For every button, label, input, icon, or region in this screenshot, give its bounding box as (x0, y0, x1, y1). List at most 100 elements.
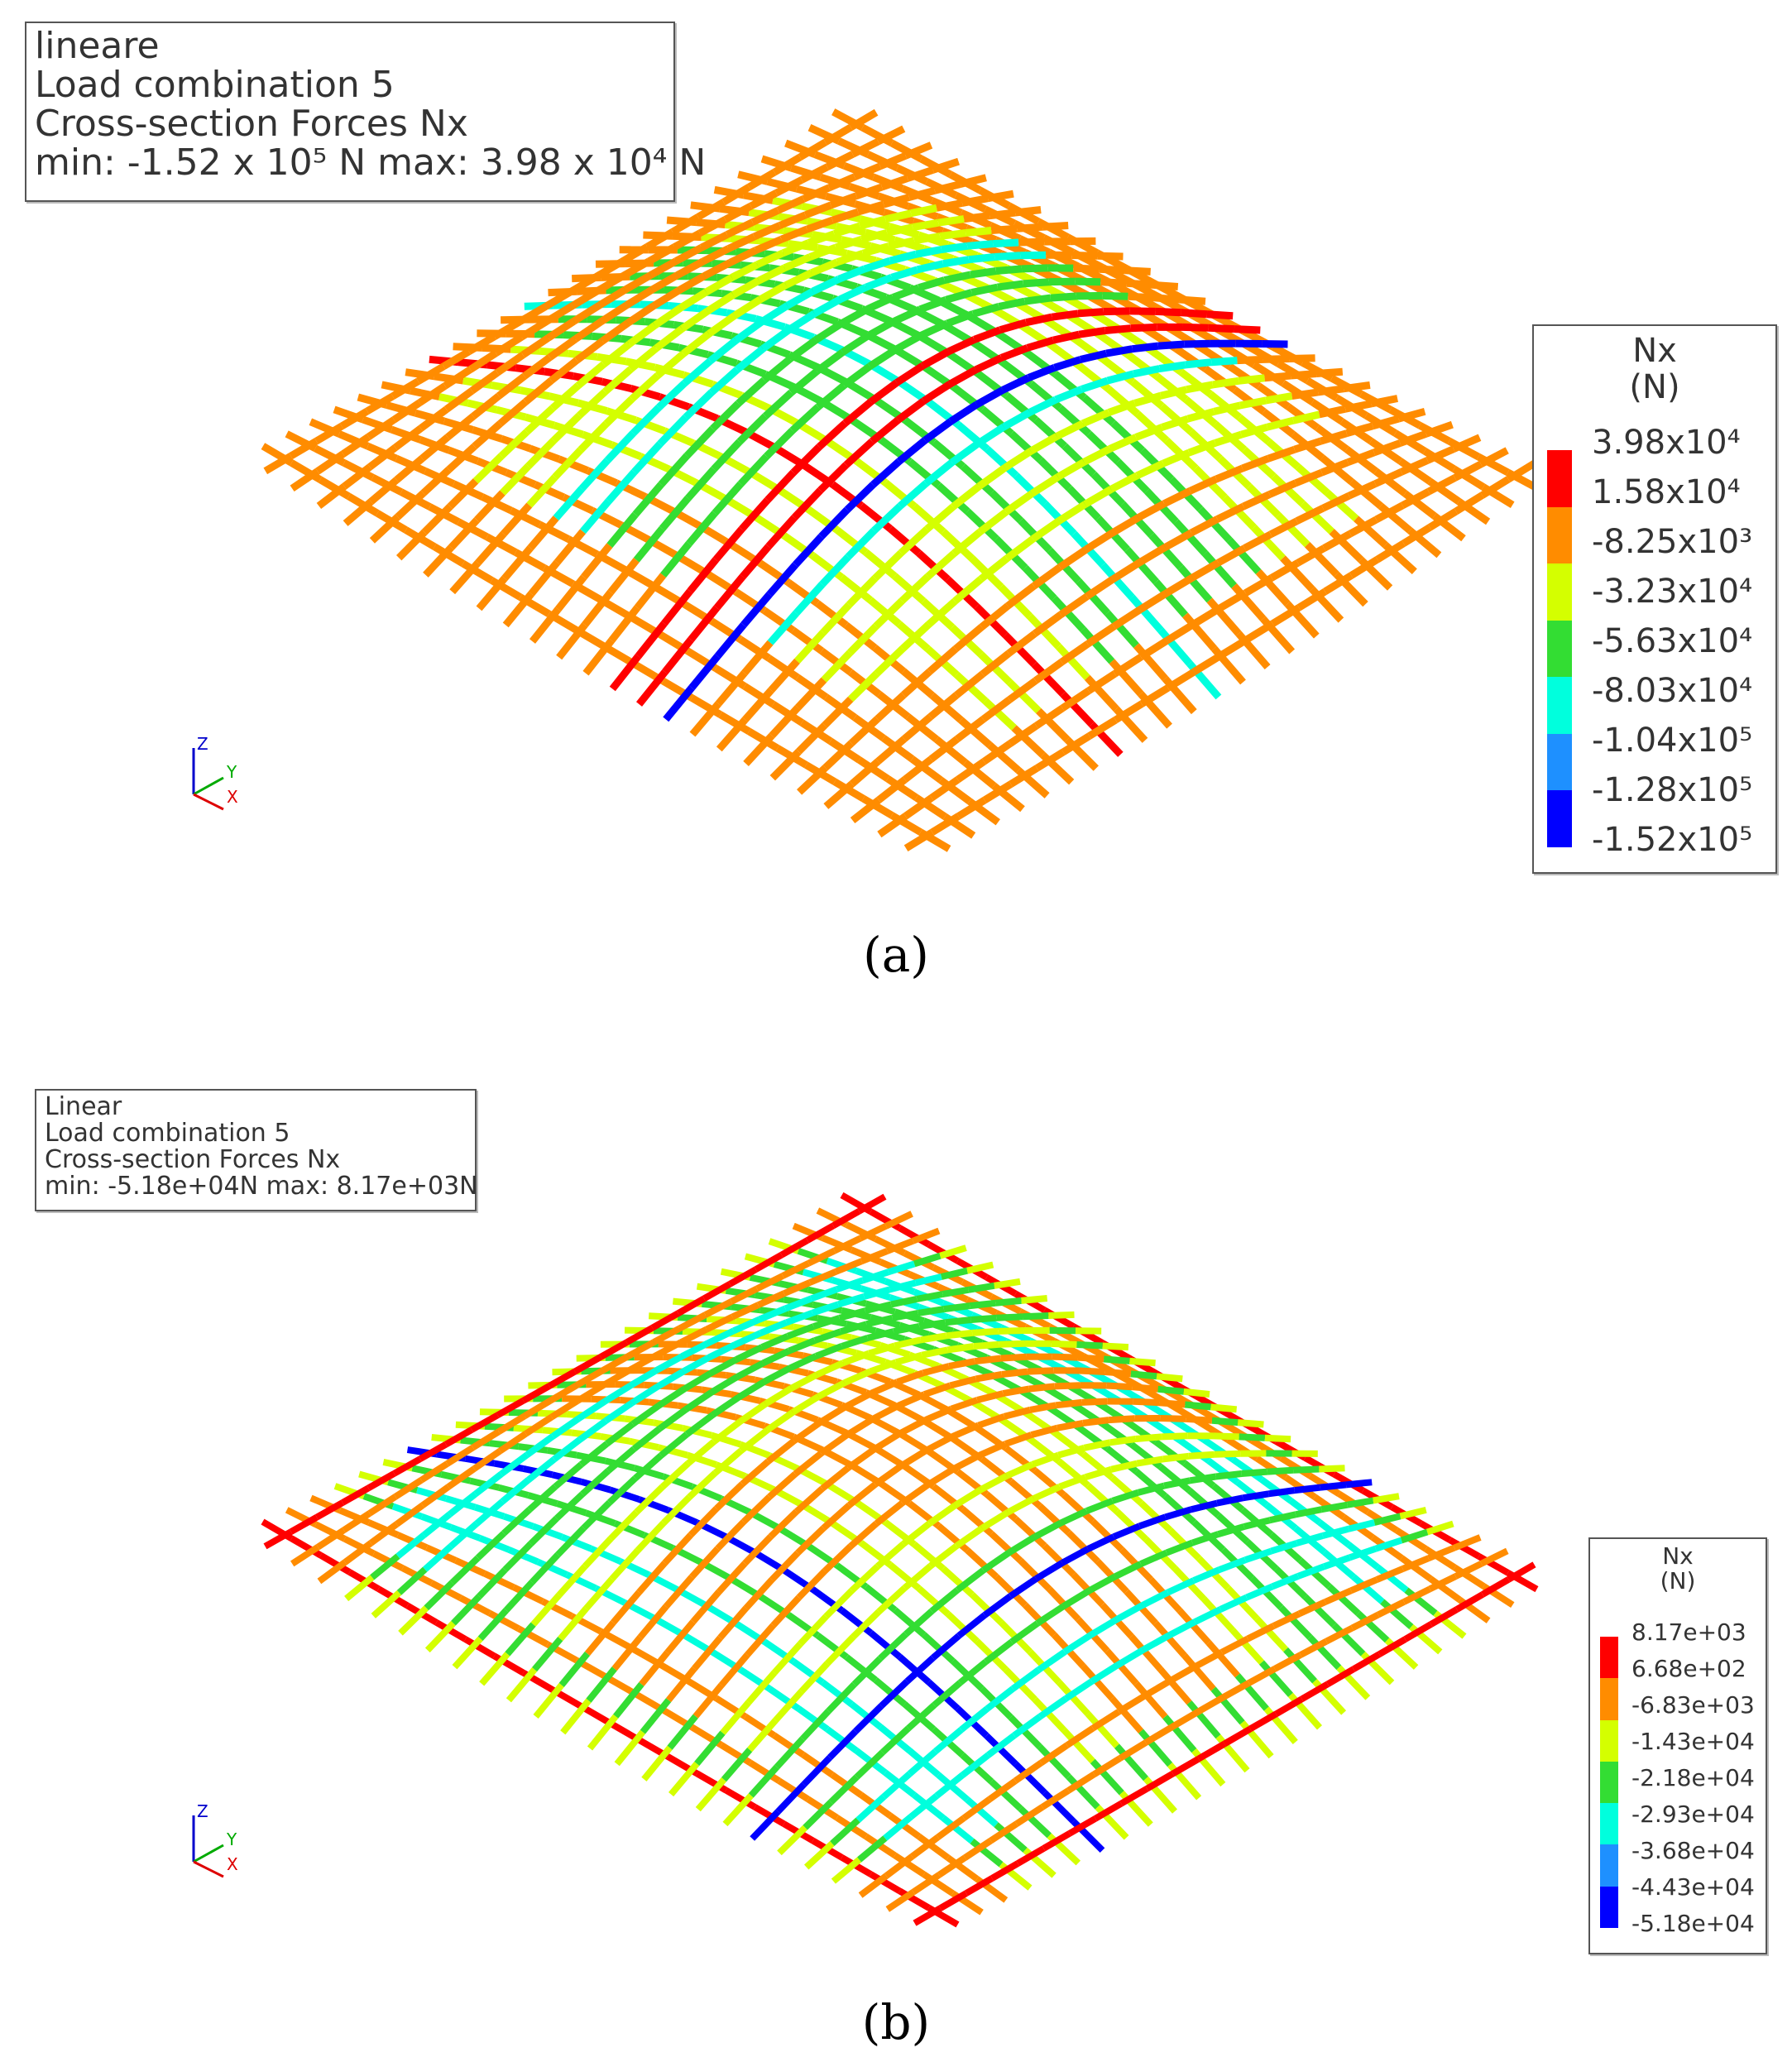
mesh-beam-segment (1323, 572, 1354, 595)
mesh-beam-segment (847, 1481, 878, 1508)
mesh-beam-segment (1349, 1545, 1377, 1561)
mesh-beam-segment (1184, 1401, 1211, 1411)
mesh-beam-segment (733, 1330, 763, 1348)
mesh-beam-segment (1057, 501, 1087, 525)
mesh-beam-segment (1234, 325, 1261, 334)
mesh-beam-segment (1106, 370, 1135, 385)
mesh-beam-segment (1092, 1755, 1122, 1777)
mesh-beam-segment (1076, 291, 1103, 300)
mesh-beam-segment (1100, 278, 1127, 287)
mesh-beam-segment (1136, 500, 1167, 521)
mesh-beam-segment (874, 1235, 907, 1257)
mesh-beam-segment (877, 813, 908, 838)
mesh-beam-segment (917, 1585, 951, 1617)
mesh-beam-segment (923, 459, 955, 487)
mesh-beam-segment (910, 204, 938, 218)
mesh-beam-segment (1354, 516, 1388, 549)
mesh-beam-segment (369, 514, 400, 544)
mesh-beam-segment (791, 627, 824, 655)
mesh-beam-segment (574, 338, 605, 363)
mesh-beam-segment (1267, 479, 1297, 498)
mesh-beam-segment (924, 1406, 953, 1423)
mesh-beam-segment (1129, 307, 1156, 315)
mesh-beam-segment (1295, 1506, 1323, 1518)
x-axis-icon (193, 1860, 224, 1878)
mesh-beam-segment (1349, 556, 1380, 579)
mesh-beam-segment (999, 344, 1029, 362)
mesh-beam-segment (938, 1890, 968, 1911)
legend-b-title: Nx (N) (1590, 1544, 1766, 1594)
mesh-beam-segment (696, 199, 726, 221)
mesh-beam-segment (684, 425, 716, 458)
mesh-beam-segment (922, 381, 952, 405)
mesh-beam-segment (898, 1447, 929, 1470)
mesh-beam-segment (1110, 1460, 1138, 1473)
mesh-beam-segment (844, 1654, 878, 1683)
mesh-beam-segment (733, 319, 764, 343)
mesh-beam-segment (961, 1796, 992, 1821)
mesh-beam-segment (418, 1441, 448, 1462)
mesh-beam-segment (1191, 652, 1223, 675)
mesh-beam-segment (1240, 423, 1268, 439)
mesh-beam-segment (900, 1482, 931, 1506)
mesh-beam-segment (603, 1400, 634, 1424)
mesh-beam-segment (1138, 637, 1170, 660)
mesh-beam-segment (658, 453, 690, 487)
legend-b-title-unit: (N) (1660, 1567, 1696, 1594)
mesh-beam-segment (1084, 1465, 1113, 1481)
mesh-beam-segment (549, 1383, 578, 1404)
mesh-beam-segment (1053, 356, 1082, 372)
mesh-beam-segment (582, 589, 614, 627)
mesh-beam-segment (1166, 669, 1196, 692)
mesh-beam-segment (423, 544, 454, 578)
mesh-beam-segment (768, 1508, 799, 1539)
mesh-beam-segment (707, 1341, 737, 1361)
mesh-beam-segment (695, 1777, 727, 1812)
mesh-beam-segment (1280, 555, 1315, 592)
mesh-beam-segment (583, 1576, 615, 1611)
mesh-beam-segment (763, 1364, 793, 1385)
mesh-beam-segment (970, 1838, 1004, 1868)
mesh-beam-segment (1400, 1528, 1429, 1544)
mesh-beam-segment (575, 1382, 606, 1404)
mesh-beam-segment (1239, 396, 1267, 410)
mesh-beam-segment (577, 389, 608, 419)
mesh-beam-segment (631, 441, 664, 475)
mesh-beam-segment (586, 1666, 617, 1703)
mesh-beam-segment (810, 258, 839, 276)
mesh-beam-segment (366, 443, 398, 463)
mesh-beam-segment (1132, 1383, 1158, 1393)
mesh-beam-segment (1157, 1385, 1185, 1395)
mesh-beam-segment (463, 1636, 496, 1659)
mesh-beam-segment (1453, 1565, 1486, 1590)
mesh-beam-segment (825, 1481, 859, 1505)
mesh-beam-segment (443, 387, 475, 413)
mesh-beam-segment (925, 550, 956, 580)
mesh-beam-segment (1004, 490, 1034, 516)
mesh-beam-segment (1040, 1787, 1071, 1810)
mesh-beam-segment (722, 1793, 754, 1827)
mesh-beam-segment (844, 482, 876, 513)
mesh-beam-segment (1021, 264, 1048, 273)
mesh-beam-segment (817, 462, 849, 493)
mesh-beam-segment (846, 1446, 876, 1471)
mesh-beam-segment (1192, 1566, 1221, 1584)
mesh-beam-segment (368, 1521, 399, 1546)
mesh-beam-segment (764, 1385, 793, 1407)
mesh-beam-segment (778, 211, 807, 229)
mesh-beam-segment (959, 174, 987, 188)
mesh-beam-segment (391, 399, 422, 423)
mesh-beam-segment (844, 1390, 874, 1410)
mesh-beam-segment (796, 1705, 830, 1733)
mesh-beam-segment (739, 497, 771, 532)
mesh-beam-segment (1085, 1498, 1114, 1514)
legend-a-tick-7: -1.04x10⁵ (1592, 722, 1753, 760)
mesh-beam-segment (772, 1732, 806, 1758)
mesh-beam-segment (857, 1193, 887, 1215)
mesh-beam-segment (996, 1313, 1023, 1321)
mesh-beam-segment (916, 260, 944, 274)
mesh-beam-segment (845, 528, 877, 560)
mesh-beam-segment (1104, 1648, 1139, 1686)
mesh-beam-segment (857, 1835, 888, 1863)
mesh-beam-segment (343, 1536, 376, 1557)
